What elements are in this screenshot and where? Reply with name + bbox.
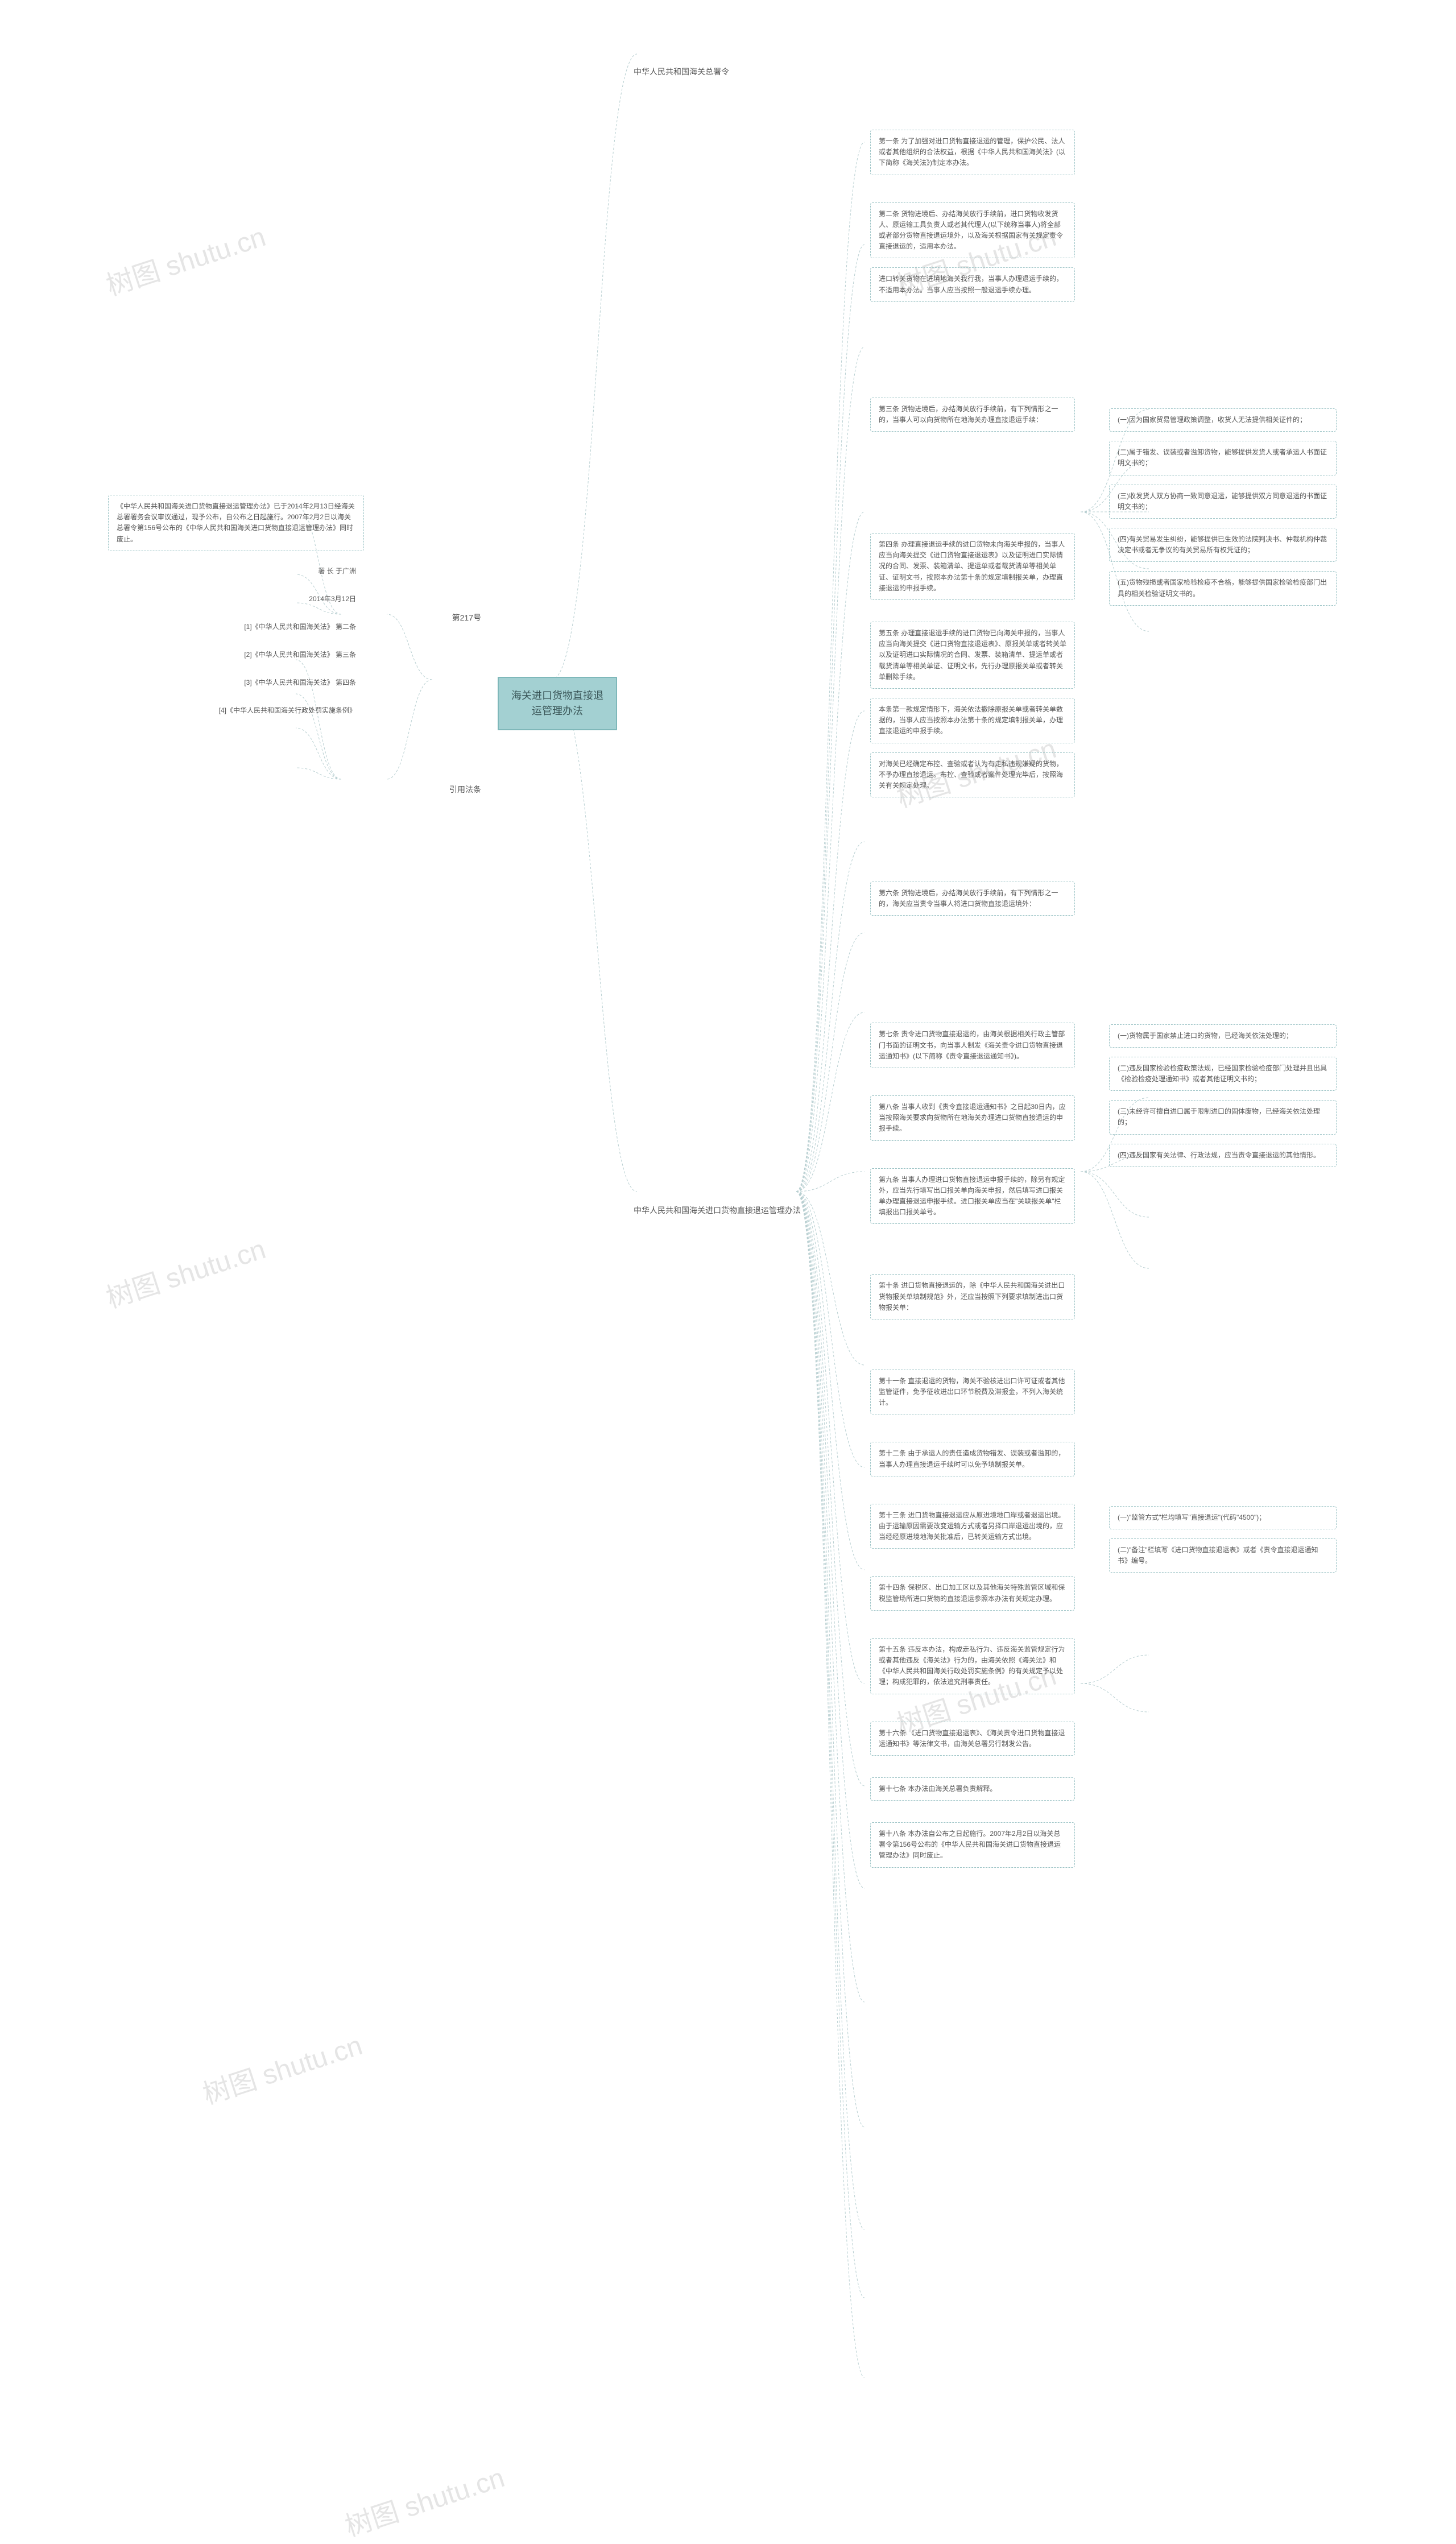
branch-regulation: 中华人民共和国海关进口货物直接退运管理办法	[626, 1201, 870, 1219]
intro-text: 《中华人民共和国海关进口货物直接退运管理办法》已于2014年2月13日经海关总署…	[108, 495, 364, 551]
article-12: 第十二条 由于承运人的责任造成货物错发、误装或者溢卸的，当事人办理直接退运手续时…	[870, 1442, 1075, 1476]
center-column: 海关进口货物直接退运管理办法	[489, 23, 626, 730]
far-right-column: (一)因为国家贸易管理政策调整，收货人无法提供相关证件的； (二)属于错发、误装…	[1109, 23, 1382, 1577]
article-8: 第八条 当事人收到《责令直接退运通知书》之日起30日内，应当按照海关要求向货物所…	[870, 1095, 1075, 1141]
mid-left-column: 第217号 引用法条	[364, 23, 489, 804]
article-7: 第七条 责令进口货物直接退运的，由海关根据相关行政主管部门书面的证明文书，向当事…	[870, 1023, 1075, 1068]
item-3-3: (三)收发货人双方协商一致同意退运，能够提供双方同意退运的书面证明文书的；	[1109, 485, 1337, 519]
item-6-4: (四)违反国家有关法律、行政法规，应当责令直接退运的其他情形。	[1109, 1144, 1337, 1167]
article-18: 第十八条 本办法自公布之日起施行。2007年2月2日以海关总署令第156号公布的…	[870, 1822, 1075, 1868]
article-15: 第十五条 违反本办法，构成走私行为、违反海关监管规定行为或者其他违反《海关法》行…	[870, 1638, 1075, 1694]
date: 2014年3月12日	[301, 590, 364, 607]
article-5b: 本条第一款规定情形下，海关依法撤除原报关单或者转关单数据的，当事人应当按照本办法…	[870, 698, 1075, 743]
watermark: 树图 shutu.cn	[339, 2455, 508, 2544]
article-2b: 进口转关货物在进境地海关我行我，当事人办理退运手续的，不适用本办法。当事人应当按…	[870, 267, 1075, 301]
item-3-4: (四)有关贸易发生纠纷，能够提供已生效的法院判决书、仲裁机构仲裁决定书或者无争议…	[1109, 528, 1337, 562]
article-17: 第十七条 本办法由海关总署负责解释。	[870, 1777, 1075, 1801]
ref-item-4: [4]《中华人民共和国海关行政处罚实施条例》	[211, 702, 364, 718]
branch-ref: 引用法条	[441, 780, 489, 799]
right-column: 第一条 为了加强对进口货物直接退运的管理，保护公民、法人或者其他组织的合法权益，…	[870, 23, 1109, 1872]
ref-item-1: [1]《中华人民共和国海关法》 第二条	[236, 618, 364, 635]
item-6-1: (一)货物属于国家禁止进口的货物，已经海关依法处理的；	[1109, 1024, 1337, 1048]
ref-item-2: [2]《中华人民共和国海关法》 第三条	[236, 646, 364, 663]
ref-item-3: [3]《中华人民共和国海关法》 第四条	[236, 674, 364, 690]
article-3: 第三条 货物进境后，办结海关放行手续前，有下列情形之一的，当事人可以向货物所在地…	[870, 398, 1075, 432]
item-6-2: (二)违反国家检验检疫政策法规，已经国家检验检疫部门处理并且出具《检验检疫处理通…	[1109, 1057, 1337, 1091]
article-5: 第五条 办理直接退运手续的进口货物已向海关申报的，当事人应当向海关提交《进口货物…	[870, 622, 1075, 689]
article-1: 第一条 为了加强对进口货物直接退运的管理，保护公民、法人或者其他组织的合法权益，…	[870, 130, 1075, 175]
article-9: 第九条 当事人办理进口货物直接退运申报手续的，除另有规定外，应当先行填写出口报关…	[870, 1168, 1075, 1225]
watermark: 树图 shutu.cn	[197, 2023, 366, 2112]
article-6: 第六条 货物进境后，办结海关放行手续前，有下列情形之一的，海关应当责令当事人将进…	[870, 882, 1075, 916]
item-10-1: (一)"监管方式"栏均填写"直接退运"(代码"4500")；	[1109, 1506, 1337, 1529]
item-10-2: (二)"备注"栏填写《进口货物直接退运表》或者《责令直接退运通知书》编号。	[1109, 1538, 1337, 1573]
article-4: 第四条 办理直接退运手续的进口货物未向海关申报的，当事人应当向海关提交《进口货物…	[870, 533, 1075, 600]
branch-decree: 中华人民共和国海关总署令	[626, 63, 870, 81]
signature: 署 长 于广洲	[310, 562, 364, 579]
item-3-2: (二)属于错发、误装或者溢卸货物，能够提供发货人或者承运人书面证明文书的；	[1109, 441, 1337, 475]
article-5c: 对海关已经确定布控、查验或者认为有走私违规嫌疑的货物，不予办理直接退运。布控、查…	[870, 752, 1075, 798]
left-column: 《中华人民共和国海关进口货物直接退运管理办法》已于2014年2月13日经海关总署…	[23, 23, 364, 724]
article-16: 第十六条 《进口货物直接退运表》、《海关责令进口货物直接退运通知书》等法律文书，…	[870, 1722, 1075, 1756]
article-14: 第十四条 保税区、出口加工区以及其他海关特殊监管区域和保税监管场所进口货物的直接…	[870, 1576, 1075, 1610]
branch-217: 第217号	[444, 609, 489, 627]
article-10: 第十条 进口货物直接退运的，除《中华人民共和国海关进出口货物报关单填制规范》外，…	[870, 1274, 1075, 1319]
item-3-5: (五)货物残损或者国家检验检疫不合格，能够提供国家检验检疫部门出具的相关检验证明…	[1109, 571, 1337, 605]
mindmap-container: 《中华人民共和国海关进口货物直接退运管理办法》已于2014年2月13日经海关总署…	[23, 23, 1433, 1872]
article-11: 第十一条 直接退运的货物，海关不验核进出口许可证或者其他监管证件，免予征收进出口…	[870, 1370, 1075, 1415]
item-3-1: (一)因为国家贸易管理政策调整，收货人无法提供相关证件的；	[1109, 408, 1337, 432]
article-13: 第十三条 进口货物直接退运应从原进境地口岸或者退运出境。由于运输原因需要改变运输…	[870, 1504, 1075, 1549]
root-node: 海关进口货物直接退运管理办法	[498, 677, 617, 730]
article-2: 第二条 货物进境后、办结海关放行手续前，进口货物收发货人、原运输工具负责人或者其…	[870, 202, 1075, 259]
item-6-3: (三)未经许可擅自进口属于限制进口的固体废物，已经海关依法处理的；	[1109, 1100, 1337, 1134]
mid-right-column: 中华人民共和国海关总署令 中华人民共和国海关进口货物直接退运管理办法	[626, 23, 870, 1225]
